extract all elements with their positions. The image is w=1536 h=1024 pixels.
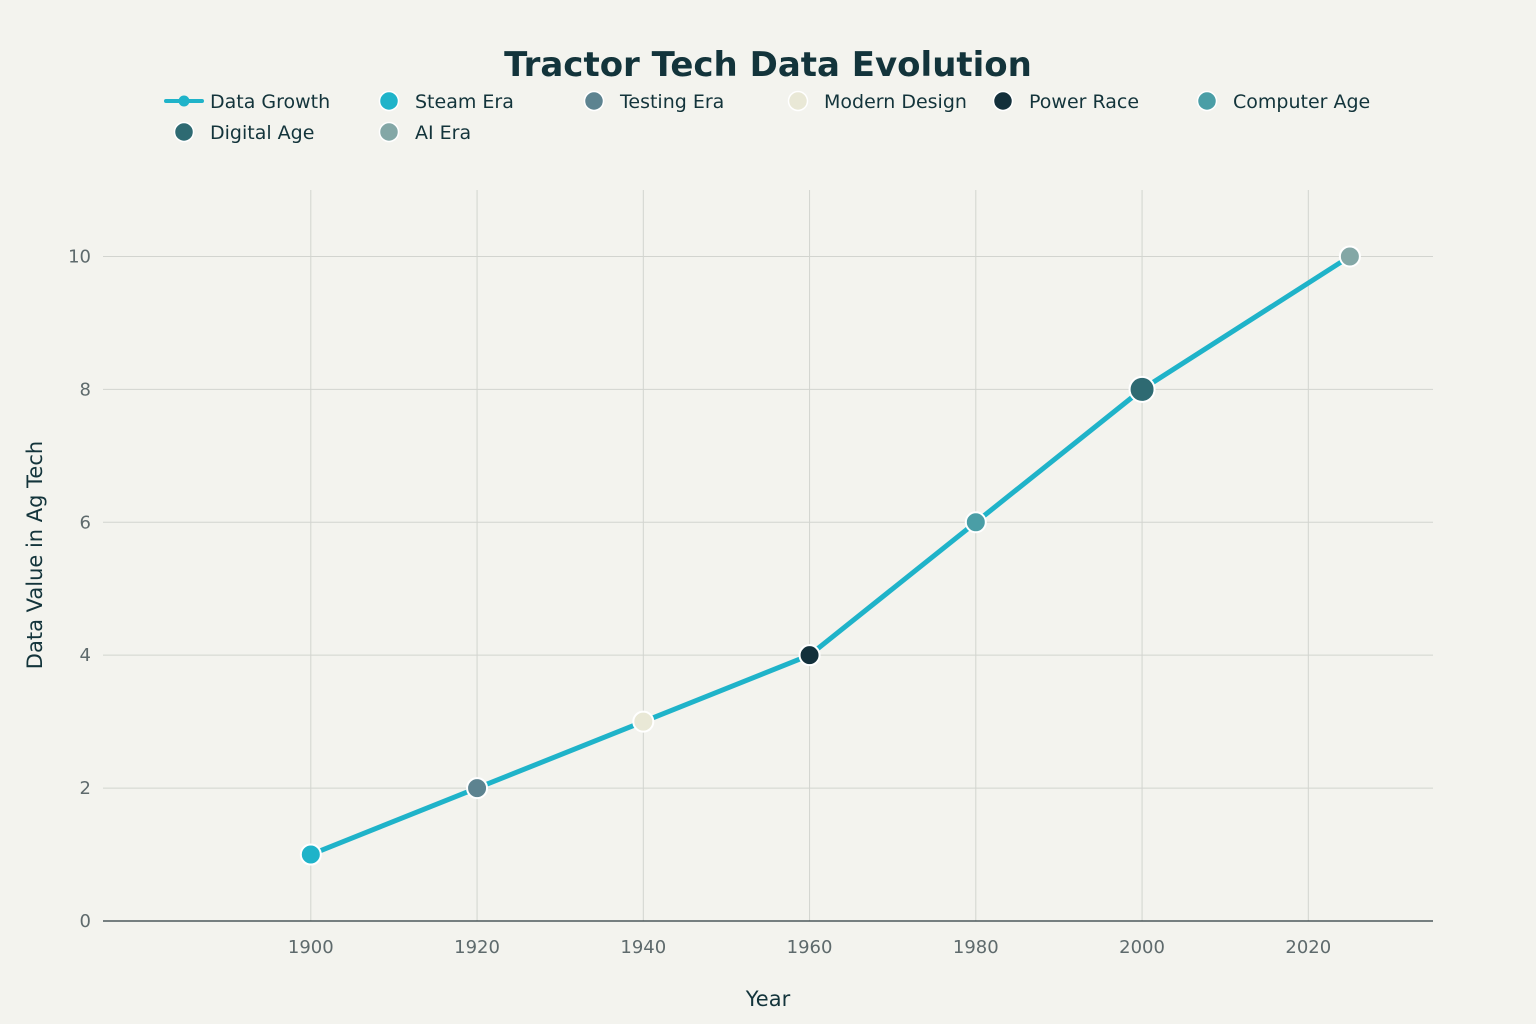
axes: 1900 1920 1940 1960 1980 2000 2020 0 2 4 6 8 10 — [68, 246, 1433, 958]
legend-label: Testing Era — [619, 91, 724, 113]
legend-marker-swatch — [178, 95, 190, 107]
y-tick-label: 4 — [80, 645, 91, 666]
data-point-marker — [466, 777, 489, 800]
legend-marker-swatch — [992, 90, 1014, 112]
chart-title: Tractor Tech Data Evolution — [504, 45, 1032, 85]
y-tick-label: 2 — [80, 778, 91, 799]
x-tick-label: 1900 — [288, 937, 334, 958]
legend-marker-swatch — [173, 121, 195, 143]
y-tick-label: 0 — [80, 911, 91, 932]
x-tick-label: 1960 — [787, 937, 833, 958]
x-tick-label: 2000 — [1119, 937, 1165, 958]
x-tick-label: 1980 — [953, 937, 999, 958]
data-point-marker — [299, 843, 322, 866]
legend-marker-swatch — [378, 90, 400, 112]
x-axis-title: Year — [745, 987, 791, 1011]
legend-label: Digital Age — [210, 122, 314, 144]
data-point-marker — [798, 644, 821, 667]
data-point-marker — [1128, 375, 1156, 403]
y-tick-label: 8 — [80, 379, 91, 400]
x-tick-label: 1940 — [620, 937, 666, 958]
data-point-marker — [1338, 245, 1361, 268]
data-point-marker — [964, 511, 987, 534]
legend-label: Steam Era — [415, 91, 514, 113]
data-growth-line — [308, 253, 1353, 858]
series-layer — [299, 245, 1361, 866]
grid — [103, 190, 1433, 921]
x-tick-label: 2020 — [1285, 937, 1331, 958]
legend-label: Computer Age — [1233, 91, 1370, 113]
y-axis-title: Data Value in Ag Tech — [23, 441, 47, 669]
legend-label: Modern Design — [824, 91, 967, 113]
legend-marker-swatch — [378, 121, 400, 143]
x-tick-label: 1920 — [454, 937, 500, 958]
y-tick-label: 10 — [68, 246, 91, 267]
data-point-marker — [632, 710, 655, 733]
legend: Data Growth Steam Era Testing Era Modern De… — [164, 90, 1370, 144]
legend-marker-swatch — [1196, 90, 1218, 112]
legend-label: Power Race — [1029, 91, 1139, 113]
legend-label: Data Growth — [210, 91, 330, 113]
legend-label: AI Era — [415, 122, 471, 144]
legend-marker-swatch — [583, 90, 605, 112]
y-tick-label: 6 — [80, 512, 91, 533]
legend-marker-swatch — [787, 90, 809, 112]
